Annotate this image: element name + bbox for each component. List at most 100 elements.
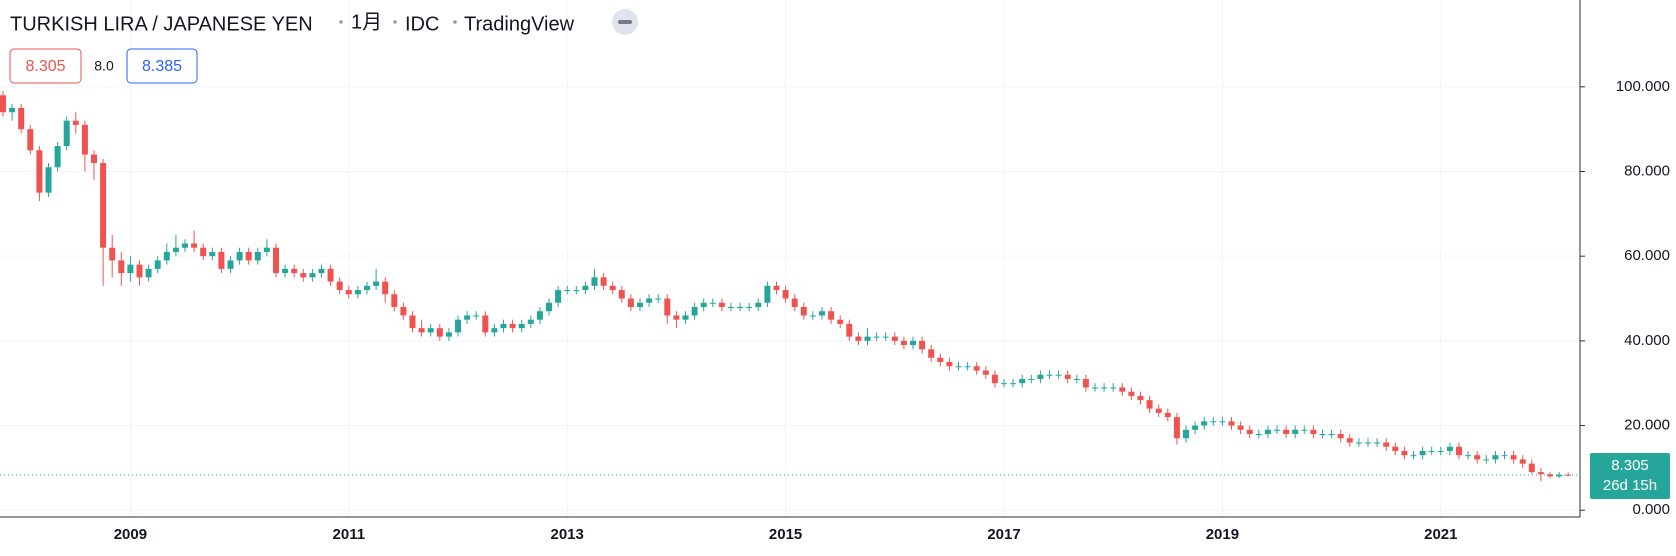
- candle-body: [1019, 378, 1026, 384]
- candle-body: [354, 290, 361, 295]
- candle-body: [127, 264, 134, 274]
- candle-body: [573, 290, 580, 292]
- candle-body: [1092, 387, 1098, 389]
- candle-body: [1301, 429, 1308, 431]
- candle-body: [1446, 446, 1453, 451]
- candle-body: [819, 311, 825, 316]
- candle-body: [1173, 417, 1180, 439]
- candle-body: [273, 247, 279, 274]
- candle-body: [445, 332, 452, 337]
- source: IDC: [405, 13, 439, 35]
- candle-body: [81, 124, 88, 155]
- candle-body: [1037, 374, 1044, 379]
- bid-box[interactable]: [9, 48, 82, 84]
- candle-body: [1164, 412, 1171, 418]
- candle-body: [191, 243, 198, 248]
- candle-body: [991, 374, 998, 384]
- y-tick-label: 20.000: [1624, 417, 1670, 434]
- candle-body: [1492, 455, 1499, 460]
- candle-body: [609, 285, 616, 291]
- candle-body: [1028, 378, 1035, 380]
- candle-body: [509, 323, 516, 329]
- candle-body: [846, 323, 853, 337]
- candle-body: [555, 290, 562, 303]
- candle-body: [518, 323, 525, 329]
- candle-body: [564, 290, 571, 292]
- candle-body: [254, 251, 261, 261]
- candle-body: [1192, 425, 1199, 430]
- candle-body: [1237, 425, 1244, 430]
- candle-body: [100, 163, 107, 248]
- candle-body: [364, 285, 370, 291]
- candle-body: [318, 268, 325, 274]
- candle-body: [1401, 450, 1408, 456]
- candle-body: [91, 154, 97, 164]
- candle-body: [1146, 400, 1153, 409]
- x-tick-label: 2013: [551, 526, 584, 543]
- ask-price: 8.385: [142, 58, 182, 75]
- candle-body: [500, 323, 507, 329]
- candle-body: [773, 285, 780, 291]
- candle-body: [618, 290, 625, 299]
- candle-body: [700, 302, 707, 307]
- candle-body: [664, 298, 671, 316]
- candle-body: [473, 315, 480, 317]
- candle-body: [1292, 429, 1299, 435]
- candle-body: [291, 268, 298, 274]
- candle-body: [1046, 374, 1053, 376]
- price-tag-countdown: 26d 15h: [1603, 477, 1657, 494]
- candle-body: [691, 306, 698, 316]
- candle-body: [1374, 442, 1381, 444]
- candle-body: [809, 315, 816, 317]
- candle-body: [682, 315, 689, 320]
- candle-body: [200, 247, 207, 257]
- candle-body: [1183, 429, 1189, 439]
- x-tick-label: 2021: [1424, 526, 1457, 543]
- candle-body: [882, 336, 889, 338]
- candle-body: [1210, 421, 1217, 423]
- candle-body: [982, 370, 989, 375]
- candle-body: [27, 129, 34, 151]
- candle-body: [227, 260, 234, 269]
- y-tick-label: 40.000: [1624, 332, 1670, 349]
- ask-box[interactable]: [126, 48, 198, 84]
- candle-body: [427, 328, 434, 333]
- candle-body: [1310, 429, 1317, 435]
- candle-body: [910, 340, 916, 346]
- y-tick-label: 100.000: [1616, 78, 1670, 95]
- candle-body: [1410, 455, 1417, 457]
- candle-body: [955, 366, 962, 368]
- candle-body: [782, 290, 789, 299]
- x-tick-label: 2011: [333, 526, 366, 543]
- candle-body: [655, 298, 662, 300]
- price-tag: [1590, 453, 1670, 500]
- symbol-title: TURKISH LIRA / JAPANESE YEN: [10, 13, 313, 35]
- candle-body: [336, 281, 343, 291]
- candle-body: [591, 277, 598, 286]
- candle-body: [1501, 455, 1508, 457]
- x-tick-label: 2015: [769, 526, 802, 543]
- candle-body: [1465, 455, 1472, 457]
- candle-body: [1474, 455, 1481, 460]
- candle-body: [627, 298, 634, 307]
- candle-body: [937, 357, 944, 363]
- x-tick-label: 2019: [1206, 526, 1239, 543]
- candle-body: [600, 277, 607, 286]
- candle-body: [1383, 442, 1390, 447]
- candle-body: [300, 273, 307, 278]
- collapse-button[interactable]: [612, 9, 638, 35]
- candle-body: [527, 319, 534, 324]
- provider: TradingView: [464, 13, 575, 35]
- candles: [0, 91, 1580, 482]
- candle-body: [673, 315, 680, 320]
- candle-body: [1255, 434, 1262, 436]
- candle-body: [1219, 421, 1226, 423]
- candle-body: [1437, 450, 1444, 452]
- candle-body: [409, 315, 416, 329]
- candle-body: [546, 302, 552, 312]
- candle-body: [282, 268, 289, 274]
- candle-body: [737, 306, 744, 308]
- separator: [339, 20, 343, 24]
- spread: 8.0: [94, 58, 114, 74]
